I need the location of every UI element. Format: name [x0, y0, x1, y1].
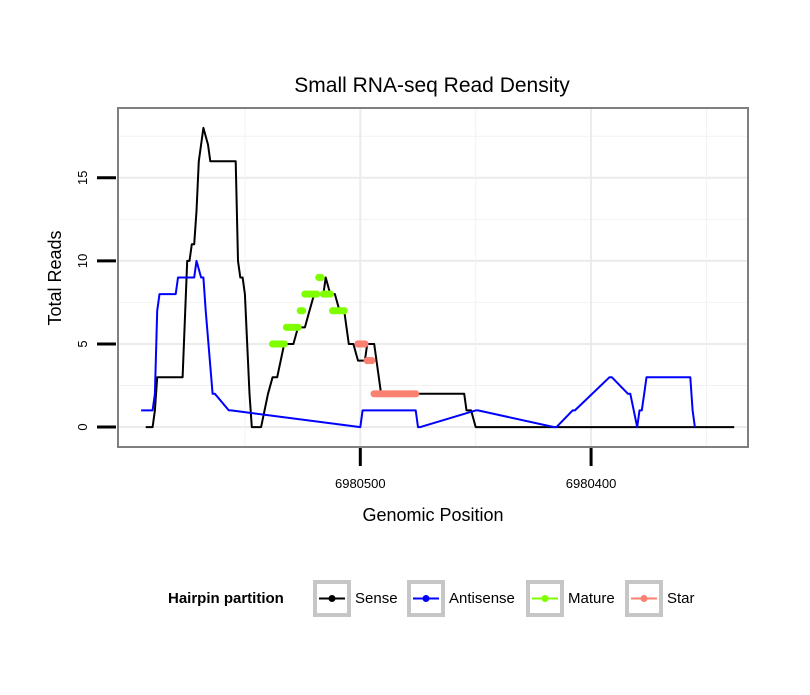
plot-panel — [117, 107, 749, 448]
y-tick-label: 10 — [75, 254, 90, 268]
data-point-star — [361, 340, 369, 348]
legend-item-sense: Sense — [313, 580, 398, 617]
data-point-mature — [299, 307, 307, 315]
data-point-mature — [312, 290, 321, 298]
chart-title: Small RNA-seq Read Density — [294, 74, 570, 97]
data-point-mature — [326, 290, 334, 298]
legend-label-star: Star — [667, 590, 695, 607]
legend-key-point-antisense — [422, 595, 430, 602]
data-point-star — [412, 390, 420, 398]
x-tick-label: 6980500 — [335, 476, 386, 491]
data-point-mature — [340, 307, 348, 315]
series-line-antisense — [141, 259, 696, 429]
y-tick-label: 5 — [75, 340, 90, 347]
legend-key-point-star — [640, 595, 648, 602]
x-axis-label: Genomic Position — [362, 505, 503, 525]
legend-item-star: Star — [625, 580, 695, 617]
x-axis: 6980500 6980400 — [335, 448, 616, 491]
legend-label-antisense: Antisense — [449, 590, 515, 607]
y-axis: 0 5 10 15 — [75, 171, 116, 431]
legend-label-sense: Sense — [355, 590, 398, 607]
legend-key-point-mature — [541, 595, 549, 602]
panel-background — [118, 108, 748, 447]
y-axis-label: Total Reads — [45, 230, 65, 325]
data-point-mature — [317, 273, 325, 282]
data-point-mature — [280, 340, 288, 348]
legend-item-mature: Mature — [526, 580, 615, 617]
y-tick-label: 15 — [75, 171, 90, 185]
grid-lines — [118, 108, 748, 447]
legend-item-antisense: Antisense — [407, 580, 515, 617]
panel-border — [117, 107, 749, 448]
legend-title: Hairpin partition — [168, 590, 284, 607]
x-tick-label: 6980400 — [566, 476, 617, 491]
series-layer — [141, 126, 735, 429]
data-point-mature — [294, 323, 302, 331]
legend-key-point-sense — [328, 595, 336, 602]
legend: Hairpin partition Sense Antisense Mature St… — [168, 580, 695, 617]
y-tick-label: 0 — [75, 423, 90, 430]
legend-label-mature: Mature — [568, 590, 615, 607]
data-point-star — [368, 356, 376, 365]
